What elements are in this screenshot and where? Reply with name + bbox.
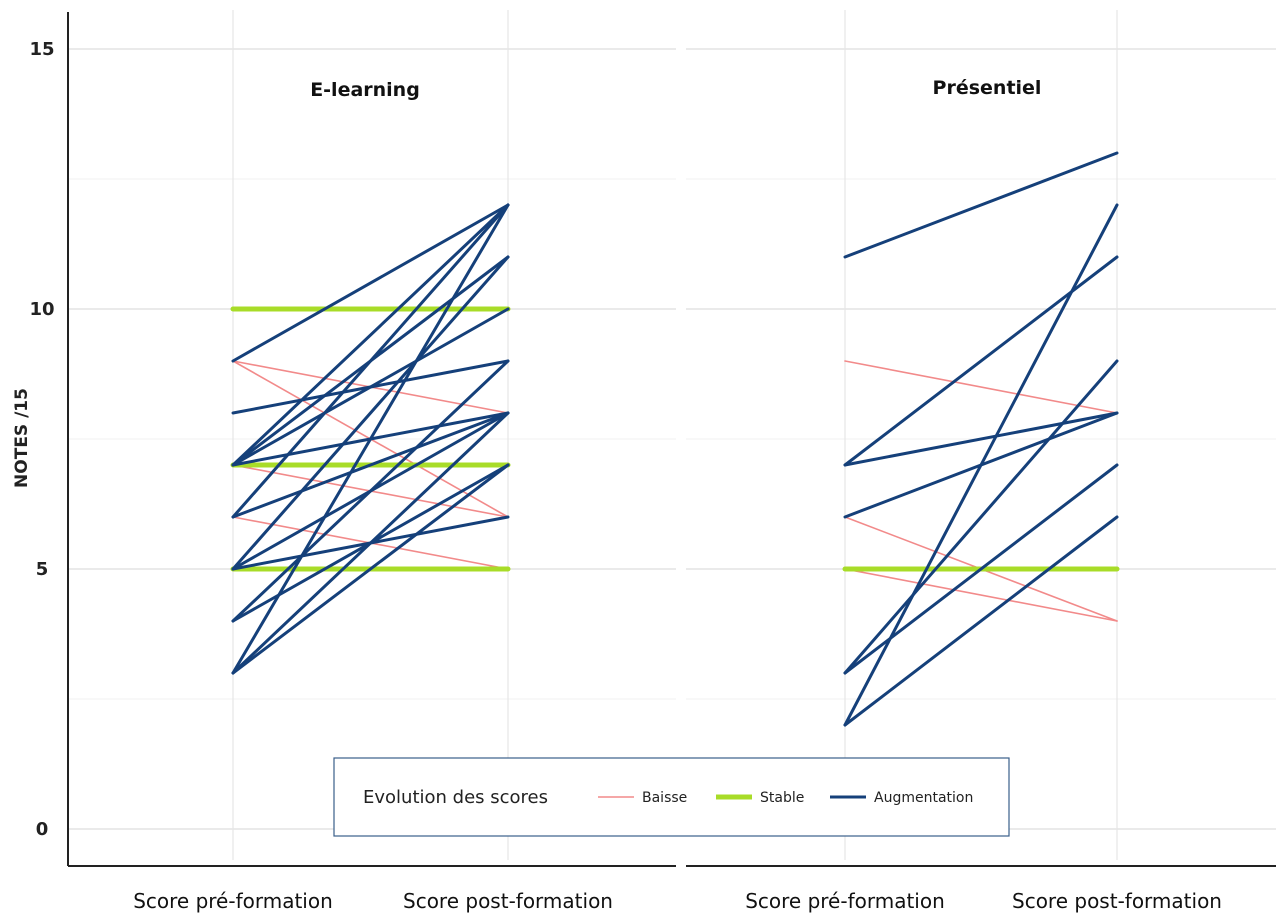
legend-items: Baisse Stable Augmentation — [598, 790, 973, 806]
y-tick-label: 10 — [29, 299, 54, 320]
series-line-augmentation — [231, 307, 510, 467]
y-axis-label: NOTES /15 — [12, 388, 32, 488]
series-line-augmentation — [231, 411, 510, 519]
legend-title: Evolution des scores — [363, 787, 548, 808]
series-line-augmentation — [843, 515, 1119, 727]
series-line-baisse — [844, 360, 1118, 414]
series-line-augmentation — [231, 203, 510, 675]
x-category-label: Score post-formation — [1012, 889, 1222, 913]
series-line-augmentation — [843, 255, 1119, 467]
axes — [67, 12, 1276, 867]
series-line-augmentation — [231, 203, 510, 519]
series-line-augmentation — [843, 359, 1119, 675]
legend-item-label: Baisse — [642, 790, 687, 806]
grid — [68, 10, 1276, 860]
y-tick-label: 5 — [36, 559, 49, 580]
legend-box — [333, 757, 1010, 837]
series-line-augmentation — [231, 463, 510, 675]
legend: Evolution des scores Baisse Stable Augment… — [333, 757, 1010, 837]
panel-titles: E-learning Présentiel — [310, 77, 1041, 101]
series-line-augmentation — [231, 203, 510, 467]
series-line-baisse — [844, 568, 1118, 622]
series-line-augmentation — [843, 411, 1119, 467]
series-line-augmentation — [231, 203, 510, 363]
x-category-label: Score post-formation — [403, 889, 613, 913]
series-line-augmentation — [843, 151, 1119, 259]
series-line-augmentation — [843, 203, 1119, 727]
y-ticks: 0 5 10 15 — [29, 39, 54, 840]
x-categories: Score pré-formation Score post-formation S… — [133, 889, 1222, 913]
legend-item-label: Stable — [760, 790, 804, 806]
x-category-label: Score pré-formation — [133, 889, 333, 913]
series-line-augmentation — [231, 411, 510, 675]
panel-title: Présentiel — [933, 77, 1042, 99]
y-tick-label: 0 — [36, 819, 49, 840]
x-category-label: Score pré-formation — [745, 889, 945, 913]
series-line-augmentation — [231, 359, 510, 623]
panel-title: E-learning — [310, 79, 420, 101]
y-tick-label: 15 — [29, 39, 54, 60]
legend-item-label: Augmentation — [874, 790, 973, 806]
series-lines — [230, 151, 1120, 727]
series-line-augmentation — [231, 255, 510, 571]
